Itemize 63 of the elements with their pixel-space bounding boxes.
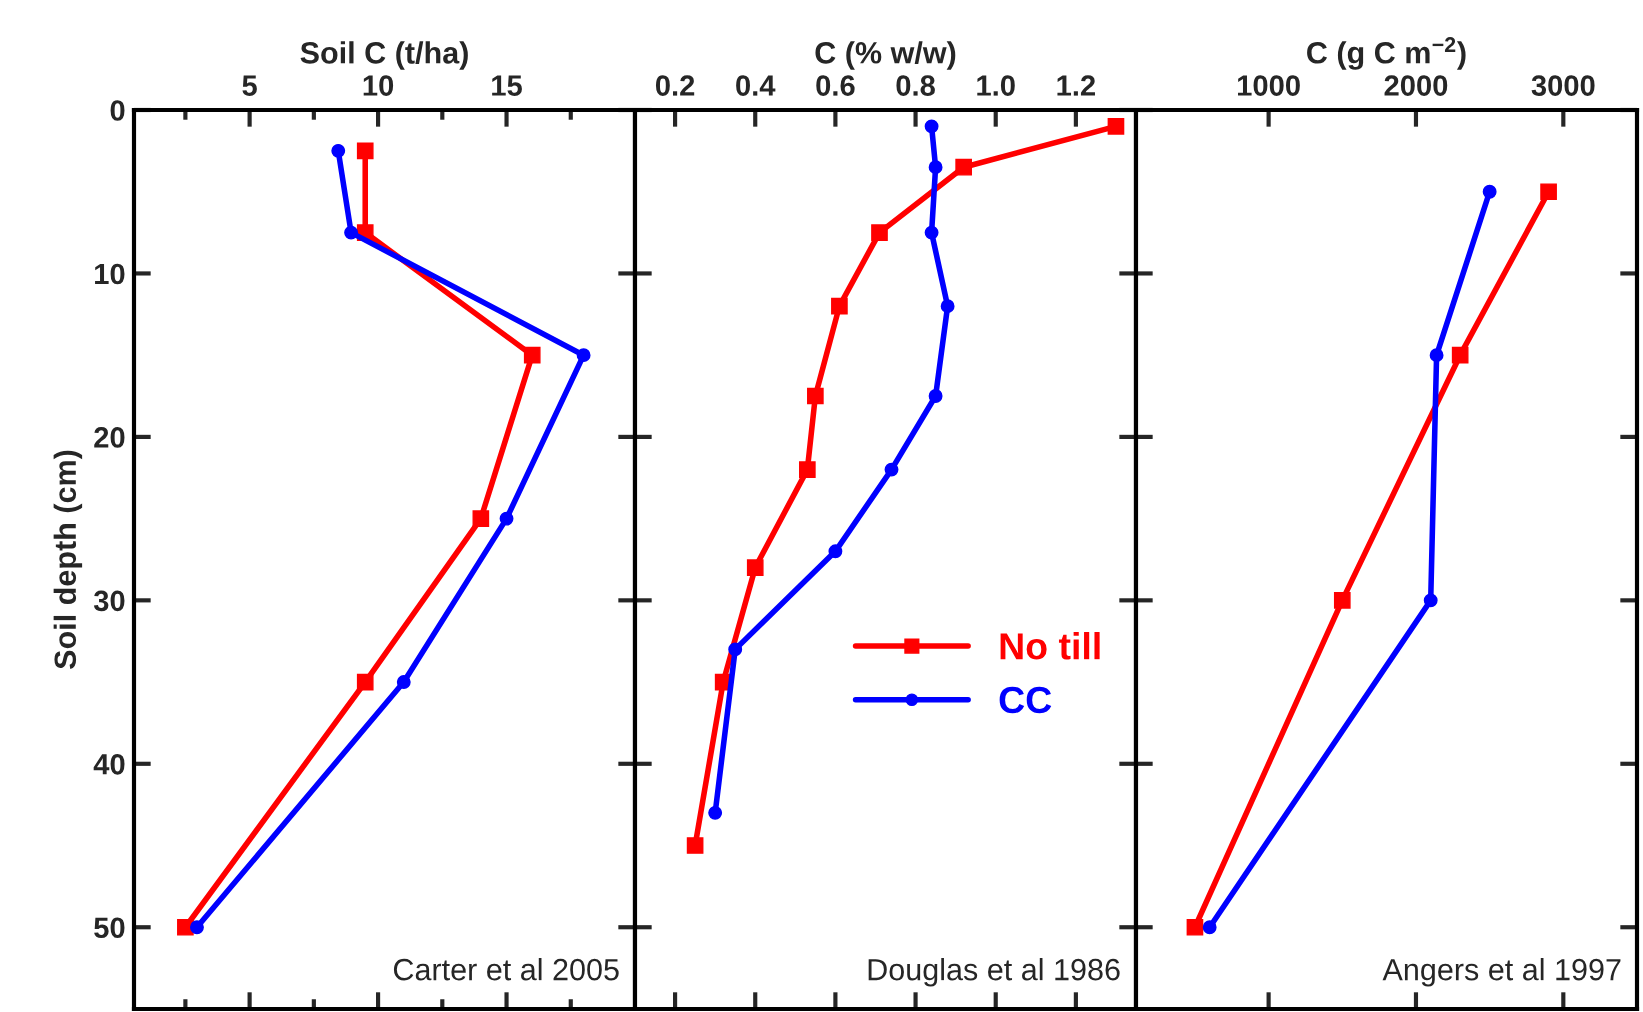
- legend-label: No till: [1000, 632, 1100, 660]
- y-tick-label: 10: [95, 263, 125, 285]
- point: [356, 142, 374, 160]
- point: [955, 158, 972, 176]
- annotation: Douglas et al 1986: [868, 958, 1120, 987]
- x-tick-label: 0.8: [896, 75, 935, 96]
- point: [884, 462, 899, 477]
- point: [1423, 593, 1438, 608]
- y-axis-title: Soil depth (cm): [53, 450, 83, 669]
- point: [499, 511, 514, 526]
- point: [708, 805, 723, 820]
- annotation: Carter et al 2005: [393, 958, 619, 981]
- x-tick-label: 0.2: [655, 75, 695, 96]
- x-axis-title: C (% w/w): [815, 41, 956, 70]
- point: [940, 299, 955, 314]
- point: [828, 544, 843, 559]
- point: [928, 389, 943, 403]
- point: [472, 510, 490, 527]
- point: [807, 387, 824, 405]
- y-tick-label: 0: [110, 100, 125, 121]
- point: [728, 642, 743, 657]
- y-tick-label: 50: [94, 917, 125, 939]
- point: [344, 225, 359, 240]
- point: [190, 920, 204, 935]
- legend-label: CC: [999, 686, 1052, 714]
- point: [331, 143, 346, 158]
- point: [1333, 592, 1351, 609]
- y-tick-label: 20: [94, 427, 125, 448]
- point: [799, 461, 816, 478]
- point: [871, 224, 888, 241]
- point: [928, 160, 943, 175]
- point: [831, 297, 848, 315]
- x-tick-label: 1.0: [977, 75, 1015, 96]
- point: [1540, 183, 1557, 201]
- x-tick-label: 15: [492, 75, 522, 96]
- point: [177, 918, 194, 936]
- point: [576, 348, 591, 363]
- annotation: Angers et al 1997: [1382, 958, 1621, 987]
- point: [1451, 346, 1469, 364]
- point: [746, 559, 764, 576]
- x-axis-title: C (g C m$^{−2}$): [1307, 37, 1466, 70]
- x-axis-title: Soil C (t/ha): [300, 41, 468, 70]
- x-tick-label: 2000: [1384, 75, 1448, 96]
- x-tick-label: 0.4: [736, 75, 776, 96]
- point: [1202, 920, 1217, 935]
- point: [356, 673, 374, 691]
- x-tick-label: 0.6: [816, 75, 855, 96]
- point: [1429, 348, 1444, 363]
- point: [1107, 118, 1125, 135]
- point: [924, 225, 939, 240]
- x-tick-label: 10: [363, 75, 394, 96]
- x-tick-label: 5: [242, 75, 257, 96]
- point: [396, 675, 411, 690]
- point: [686, 837, 704, 854]
- point: [523, 346, 541, 364]
- y-tick-label: 30: [93, 590, 125, 612]
- y-tick-label: 40: [93, 753, 125, 775]
- point: [1186, 918, 1204, 936]
- x-tick-label: 3000: [1531, 75, 1595, 96]
- point: [1482, 184, 1497, 199]
- x-tick-label: 1000: [1238, 75, 1300, 96]
- point: [924, 119, 939, 134]
- x-tick-label: 1.2: [1057, 75, 1095, 96]
